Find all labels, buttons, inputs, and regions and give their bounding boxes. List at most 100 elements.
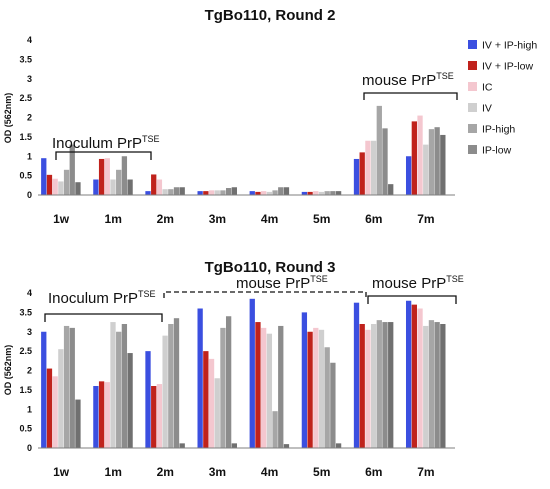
bar-7m-series-1 [411,121,417,196]
bar-4m-series-1 [255,191,261,195]
bar-3m-series-2 [208,358,215,449]
category-label: 2m [157,212,174,226]
bar-7m-series-0 [405,156,412,195]
category-label: 4m [261,212,278,226]
y-tick-label: 3.5 [19,54,32,64]
legend-label: IC [482,82,493,94]
category-label: 1m [105,465,122,479]
bar-6m-series-0 [353,302,360,448]
category-label: 7m [417,212,434,226]
bar-1m-series-6 [127,353,133,448]
y-axis-ticks: 0 0.5 1 1.5 2 2.5 3 3.5 4 [19,288,32,453]
bar-2m-series-1 [151,386,157,448]
y-tick-label: 2.5 [19,346,32,356]
chart-round-3: TgBo110, Round 3 OD (562nm) 0 0.5 1 1.5 2 2.5… [3,259,464,479]
bar-4m-series-0 [249,298,255,448]
y-tick-label: 0 [27,443,32,453]
bar-1m-series-2 [104,158,110,195]
bar-3m-series-3 [214,378,220,448]
bar-1w-series-0 [41,331,47,448]
legend-label: IV + IP-high [482,40,537,52]
y-tick-label: 1.5 [19,385,32,395]
bar-1m-series-6 [127,179,133,195]
bar-4m-series-1 [255,322,261,448]
chart-title: TgBo110, Round 2 [205,7,336,24]
bar-5m-series-0 [301,191,308,195]
bar-1w-series-4 [63,325,70,448]
bar-5m-series-4 [324,347,330,448]
bar-7m-series-6 [440,324,446,448]
annotation-mouse-right: mouse PrPTSE [372,274,464,292]
bar-2m-series-0 [145,351,151,449]
bar-1m-series-5 [121,324,128,448]
y-tick-label: 0.5 [19,424,32,434]
bar-2m-series-1 [151,174,157,195]
bar-3m-series-5 [225,316,232,448]
annotation-mouse: mouse PrPTSE [362,71,454,89]
bar-3m-series-4 [220,327,226,449]
legend-label: IP-low [482,145,512,157]
category-label: 1w [53,212,70,226]
bar-1m-series-0 [93,386,99,448]
legend-label: IV + IP-low [482,61,533,73]
y-tick-label: 0.5 [19,171,32,181]
y-tick-label: 1 [27,404,32,414]
bar-6m-series-6 [388,184,394,195]
bar-7m-series-0 [405,300,412,448]
legend-label: IV [482,103,492,115]
bar-1w-series-0 [41,158,47,195]
bar-6m-series-4 [376,105,382,196]
category-label: 5m [313,465,330,479]
bar-1w-series-1 [46,368,53,448]
bar-6m-series-2 [365,140,371,195]
bar-2m-series-2 [156,179,163,195]
category-labels: 1w 1m 2m 3m 4m 5m 6m 7m [53,465,434,479]
bar-2m-series-3 [162,189,168,195]
bar-5m-series-3 [318,329,325,448]
bar-1m-series-4 [116,331,122,448]
bar-3m-series-2 [208,190,215,195]
bar-1m-series-3 [110,322,116,448]
bar-2m-series-3 [162,335,168,449]
bar-5m-series-2 [313,327,319,449]
category-label: 3m [209,465,226,479]
bar-3m-series-1 [203,191,209,196]
bar-5m-series-3 [318,191,325,195]
bar-2m-series-6 [179,187,185,195]
y-tick-label: 1 [27,151,32,161]
category-labels: 1w 1m 2m 3m 4m 5m 6m 7m [53,212,434,226]
bar-1m-series-1 [98,158,105,195]
bar-7m-series-5 [434,127,440,195]
y-axis-ticks: 0 0.5 1 1.5 2 2.5 3 3.5 4 [19,35,32,200]
bar-5m-series-6 [335,443,342,448]
legend-swatch [468,61,477,70]
bar-5m-series-6 [335,191,342,196]
bar-6m-series-5 [382,128,388,195]
bar-5m-series-1 [307,331,313,448]
chart-title: TgBo110, Round 3 [205,259,336,276]
bar-3m-series-0 [197,308,203,448]
bar-5m-series-0 [301,312,308,449]
bar-5m-series-4 [324,191,330,196]
y-tick-label: 2 [27,366,32,376]
bar-4m-series-4 [272,190,278,195]
bars [41,298,446,449]
bar-1m-series-5 [121,156,128,195]
category-label: 6m [365,212,382,226]
y-tick-label: 3 [27,74,32,84]
bars [41,105,446,196]
bar-5m-series-2 [313,191,319,196]
category-label: 1w [53,465,70,479]
category-label: 5m [313,212,330,226]
bar-6m-series-3 [370,324,377,448]
bar-7m-series-3 [423,325,429,448]
y-tick-label: 2.5 [19,93,32,103]
bar-1w-series-5 [69,327,75,449]
bar-1w-series-1 [46,174,53,195]
bar-6m-series-0 [353,158,360,195]
category-label: 3m [209,212,226,226]
bar-3m-series-6 [231,443,237,448]
legend-swatch [468,124,477,133]
bar-6m-series-1 [359,152,365,196]
